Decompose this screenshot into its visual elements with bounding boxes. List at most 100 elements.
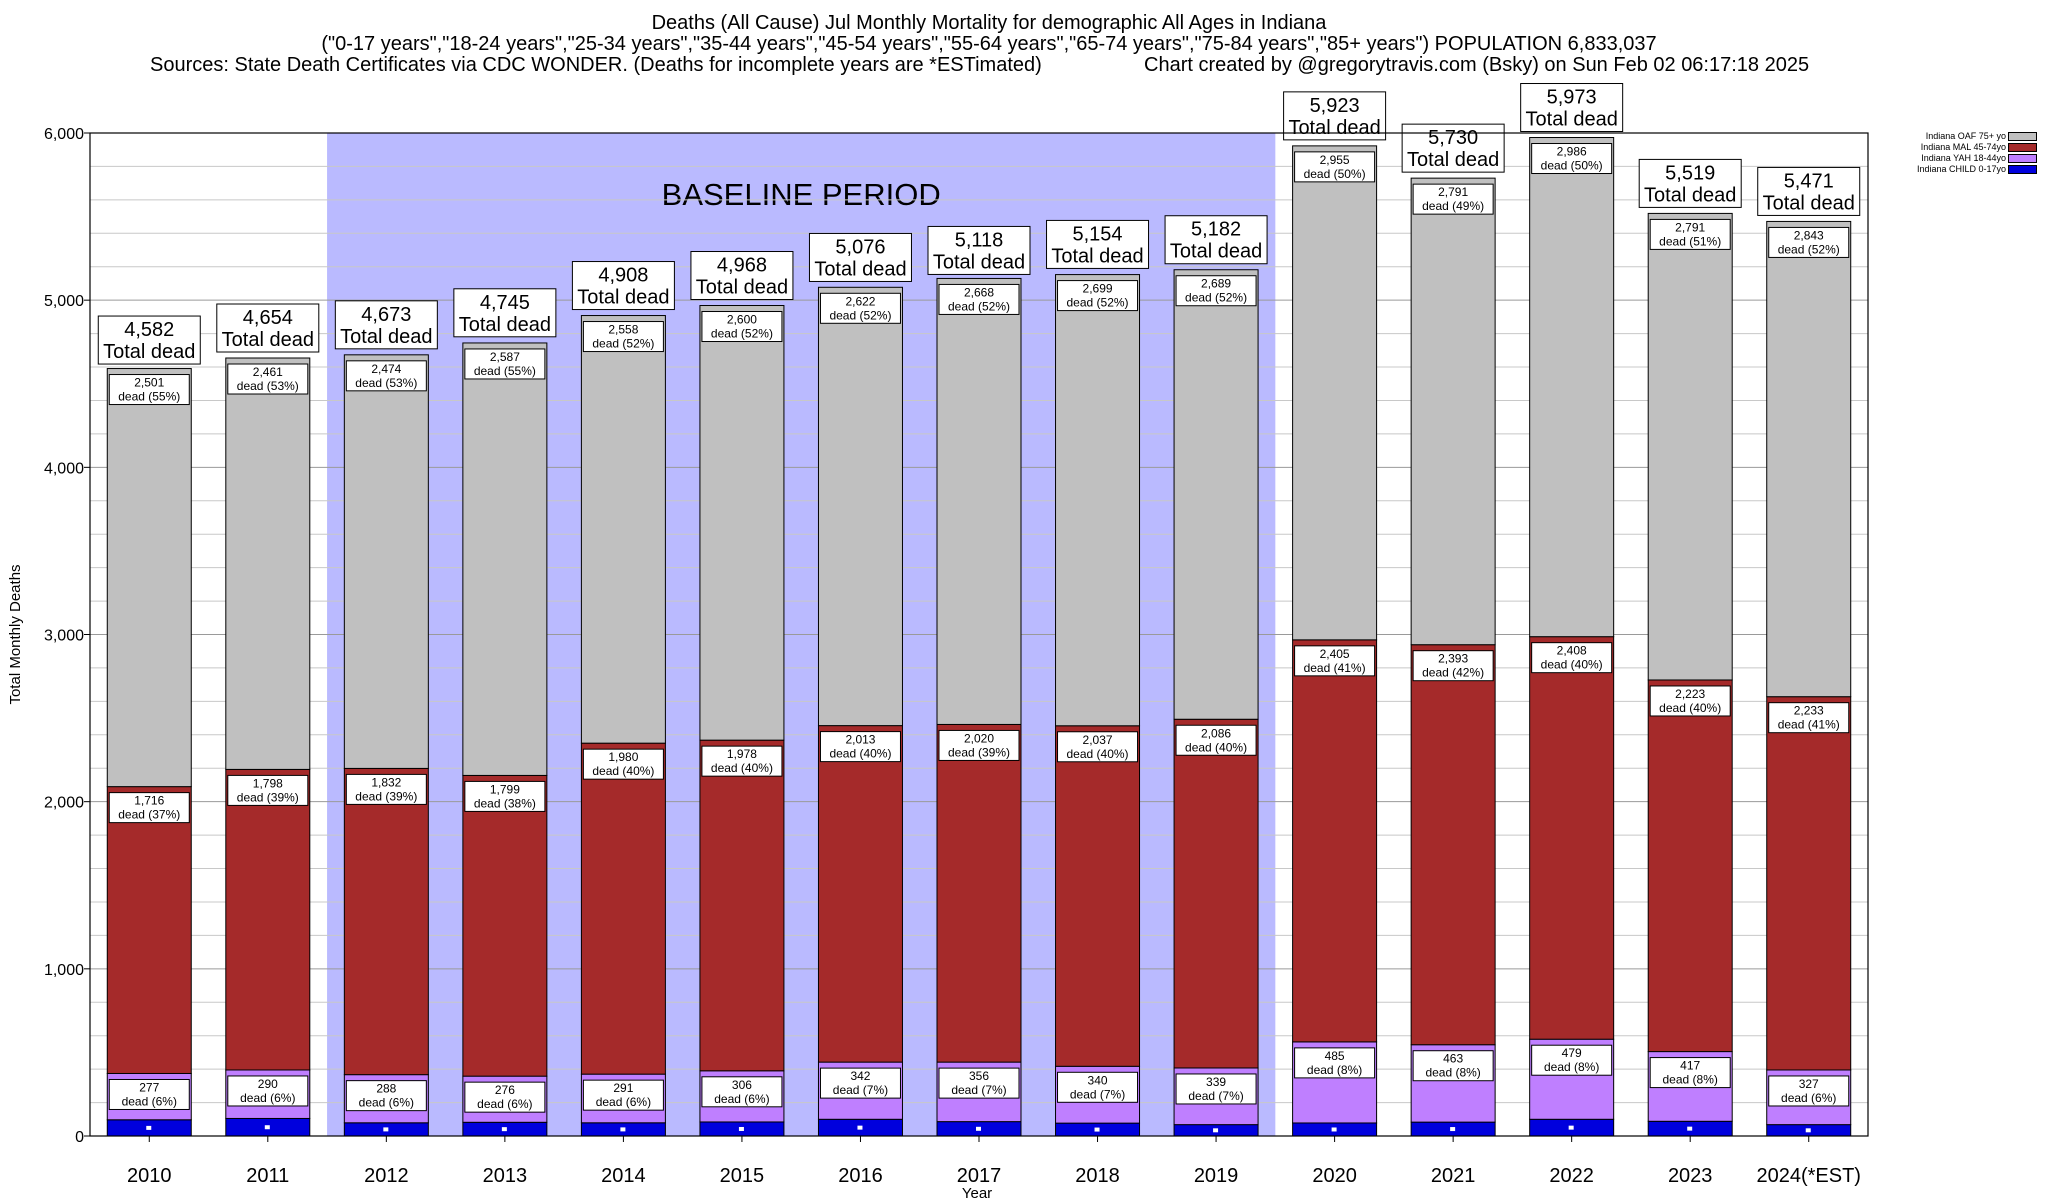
child-marker	[1805, 1128, 1811, 1133]
bar-segment	[699, 739, 785, 1072]
segment-percent: dead (53%)	[237, 379, 299, 393]
segment-value: 2,020	[964, 731, 994, 745]
x-axis-title: Year	[962, 1185, 992, 1200]
bar-segment	[1529, 636, 1615, 1040]
segment-percent: dead (38%)	[474, 796, 536, 810]
segment-label-box	[1294, 151, 1376, 183]
segment-percent: dead (6%)	[596, 1095, 651, 1109]
segment-value: 463	[1443, 1052, 1463, 1066]
total-value: 4,654	[243, 307, 293, 329]
segment-value: 2,086	[1201, 726, 1231, 740]
segment-value: 288	[376, 1082, 396, 1096]
segment-value: 2,501	[134, 376, 164, 390]
segment-value: 1,832	[371, 775, 401, 789]
segment-label-box	[582, 748, 664, 780]
bar-segment	[106, 786, 192, 1074]
segment-value: 342	[850, 1069, 870, 1083]
segment-value: 1,799	[490, 782, 520, 796]
total-label-box	[453, 288, 557, 338]
legend-swatch	[2008, 132, 2037, 141]
y-tick-label: 0	[75, 1129, 84, 1146]
segment-percent: dead (6%)	[714, 1092, 769, 1106]
bar-segment	[1055, 274, 1141, 727]
segment-value: 2,037	[1083, 733, 1113, 747]
segment-label-box	[701, 1076, 783, 1108]
total-caption: Total dead	[577, 287, 669, 309]
total-caption: Total dead	[340, 326, 432, 348]
segment-value: 2,461	[253, 365, 283, 379]
segment-label-box	[1768, 1075, 1850, 1107]
segment-label-box	[108, 374, 190, 406]
total-caption: Total dead	[1051, 245, 1143, 267]
legend-swatch	[2008, 165, 2037, 174]
total-caption: Total dead	[933, 251, 1025, 273]
segment-value: 2,699	[1083, 282, 1113, 296]
segment-percent: dead (52%)	[711, 327, 773, 341]
chart-subtitle: ("0-17 years","18-24 years","25-34 years…	[321, 33, 1657, 55]
segment-percent: dead (52%)	[948, 299, 1010, 313]
segment-value: 2,668	[964, 285, 994, 299]
child-marker	[976, 1126, 981, 1131]
segment-label-box	[227, 1075, 309, 1107]
bar-segment	[462, 342, 548, 776]
bar-segment	[1173, 269, 1259, 720]
legend-item: Indiana CHILD 0-17yo	[1880, 164, 2040, 176]
x-tick-label: 2020	[1312, 1165, 1357, 1187]
segment-percent: dead (7%)	[951, 1083, 1006, 1097]
total-label-box	[808, 232, 912, 282]
segment-label-box	[1768, 702, 1850, 734]
segment-value: 2,393	[1438, 652, 1468, 666]
y-axis-title: Total Monthly Deaths	[7, 564, 24, 704]
bar-segment	[1766, 220, 1852, 698]
segment-percent: dead (41%)	[1304, 661, 1366, 675]
segment-value: 340	[1088, 1073, 1108, 1087]
bar-segment	[1292, 639, 1378, 1043]
total-caption: Total dead	[1170, 241, 1262, 263]
total-label-box	[1757, 166, 1861, 216]
segment-percent: dead (6%)	[122, 1094, 177, 1108]
bar-segment	[1055, 725, 1141, 1067]
bar-segment	[1766, 696, 1852, 1071]
bar-segment	[225, 357, 311, 770]
segment-percent: dead (40%)	[829, 747, 891, 761]
bar-segment	[936, 723, 1022, 1063]
total-label-box	[97, 315, 201, 365]
chart-title: Deaths (All Cause) Jul Monthly Mortality…	[651, 12, 1327, 34]
bar-segment	[817, 286, 903, 727]
segment-label-box	[1412, 1050, 1494, 1082]
legend-item: Indiana YAH 18-44yo	[1880, 153, 2040, 165]
total-caption: Total dead	[1288, 117, 1380, 139]
segment-label-box	[1175, 275, 1257, 307]
segment-label-box	[1057, 280, 1139, 312]
legend-label: Indiana OAF 75+ yo	[1925, 131, 2006, 141]
segment-label-box	[582, 1079, 664, 1111]
total-caption: Total dead	[222, 329, 314, 351]
child-marker	[1568, 1125, 1574, 1130]
total-value: 4,908	[598, 265, 648, 287]
segment-label-box	[464, 1081, 546, 1113]
legend-item: Indiana OAF 75+ yo	[1880, 131, 2040, 143]
x-tick-label: 2015	[720, 1165, 765, 1187]
segment-percent: dead (55%)	[118, 390, 180, 404]
total-caption: Total dead	[696, 277, 788, 299]
segment-percent: dead (6%)	[359, 1096, 414, 1110]
y-tick-label: 2,000	[44, 795, 84, 812]
segment-value: 2,689	[1201, 277, 1231, 291]
segment-label-box	[819, 731, 901, 763]
total-label-box	[1401, 123, 1505, 173]
legend-label: Indiana CHILD 0-17yo	[1916, 164, 2006, 174]
segment-label-box	[1294, 645, 1376, 677]
total-value: 4,745	[480, 292, 530, 314]
segment-percent: dead (7%)	[1070, 1087, 1125, 1101]
segment-percent: dead (6%)	[1781, 1091, 1836, 1105]
bar-segment	[817, 725, 903, 1063]
bar-segment	[1529, 137, 1615, 638]
segment-percent: dead (55%)	[474, 364, 536, 378]
segment-value: 2,408	[1557, 644, 1587, 658]
segment-percent: dead (52%)	[592, 337, 654, 351]
segment-value: 485	[1325, 1049, 1345, 1063]
segment-value: 2,986	[1557, 145, 1587, 159]
x-tick-label: 2021	[1431, 1165, 1476, 1187]
child-marker	[1687, 1126, 1693, 1131]
segment-label-box	[1412, 650, 1494, 682]
